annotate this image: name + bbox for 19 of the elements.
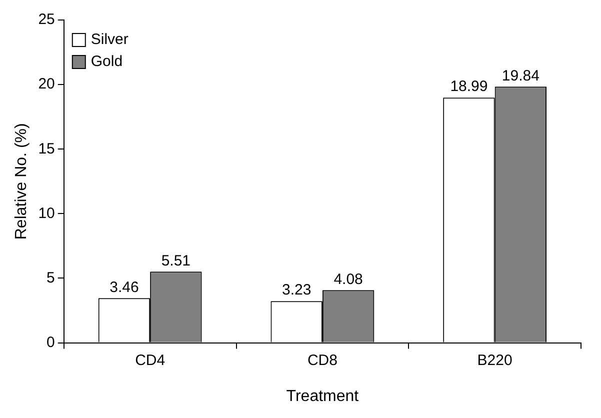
data-label: 3.46 xyxy=(110,278,139,296)
y-tick-label: 10 xyxy=(38,204,55,222)
x-axis-title: Treatment xyxy=(286,388,360,405)
data-label: 19.84 xyxy=(502,67,540,84)
data-label: 5.51 xyxy=(161,252,191,270)
y-axis-title: Relative No. (%) xyxy=(13,123,30,240)
y-tick-label: 0 xyxy=(46,334,55,351)
y-tick-label: 20 xyxy=(38,76,55,93)
x-tick-label: CD8 xyxy=(307,352,338,369)
data-label: 18.99 xyxy=(450,78,488,96)
legend-label: Gold xyxy=(90,53,123,70)
legend-label: Silver xyxy=(90,31,128,48)
y-tick-label: 25 xyxy=(38,11,55,28)
x-tick-label: B220 xyxy=(477,352,512,369)
x-tick-label: CD4 xyxy=(135,352,166,369)
data-label: 3.23 xyxy=(282,282,312,299)
y-tick-label: 5 xyxy=(46,269,55,286)
data-label: 4.08 xyxy=(334,270,363,288)
y-tick-label: 15 xyxy=(38,140,55,158)
